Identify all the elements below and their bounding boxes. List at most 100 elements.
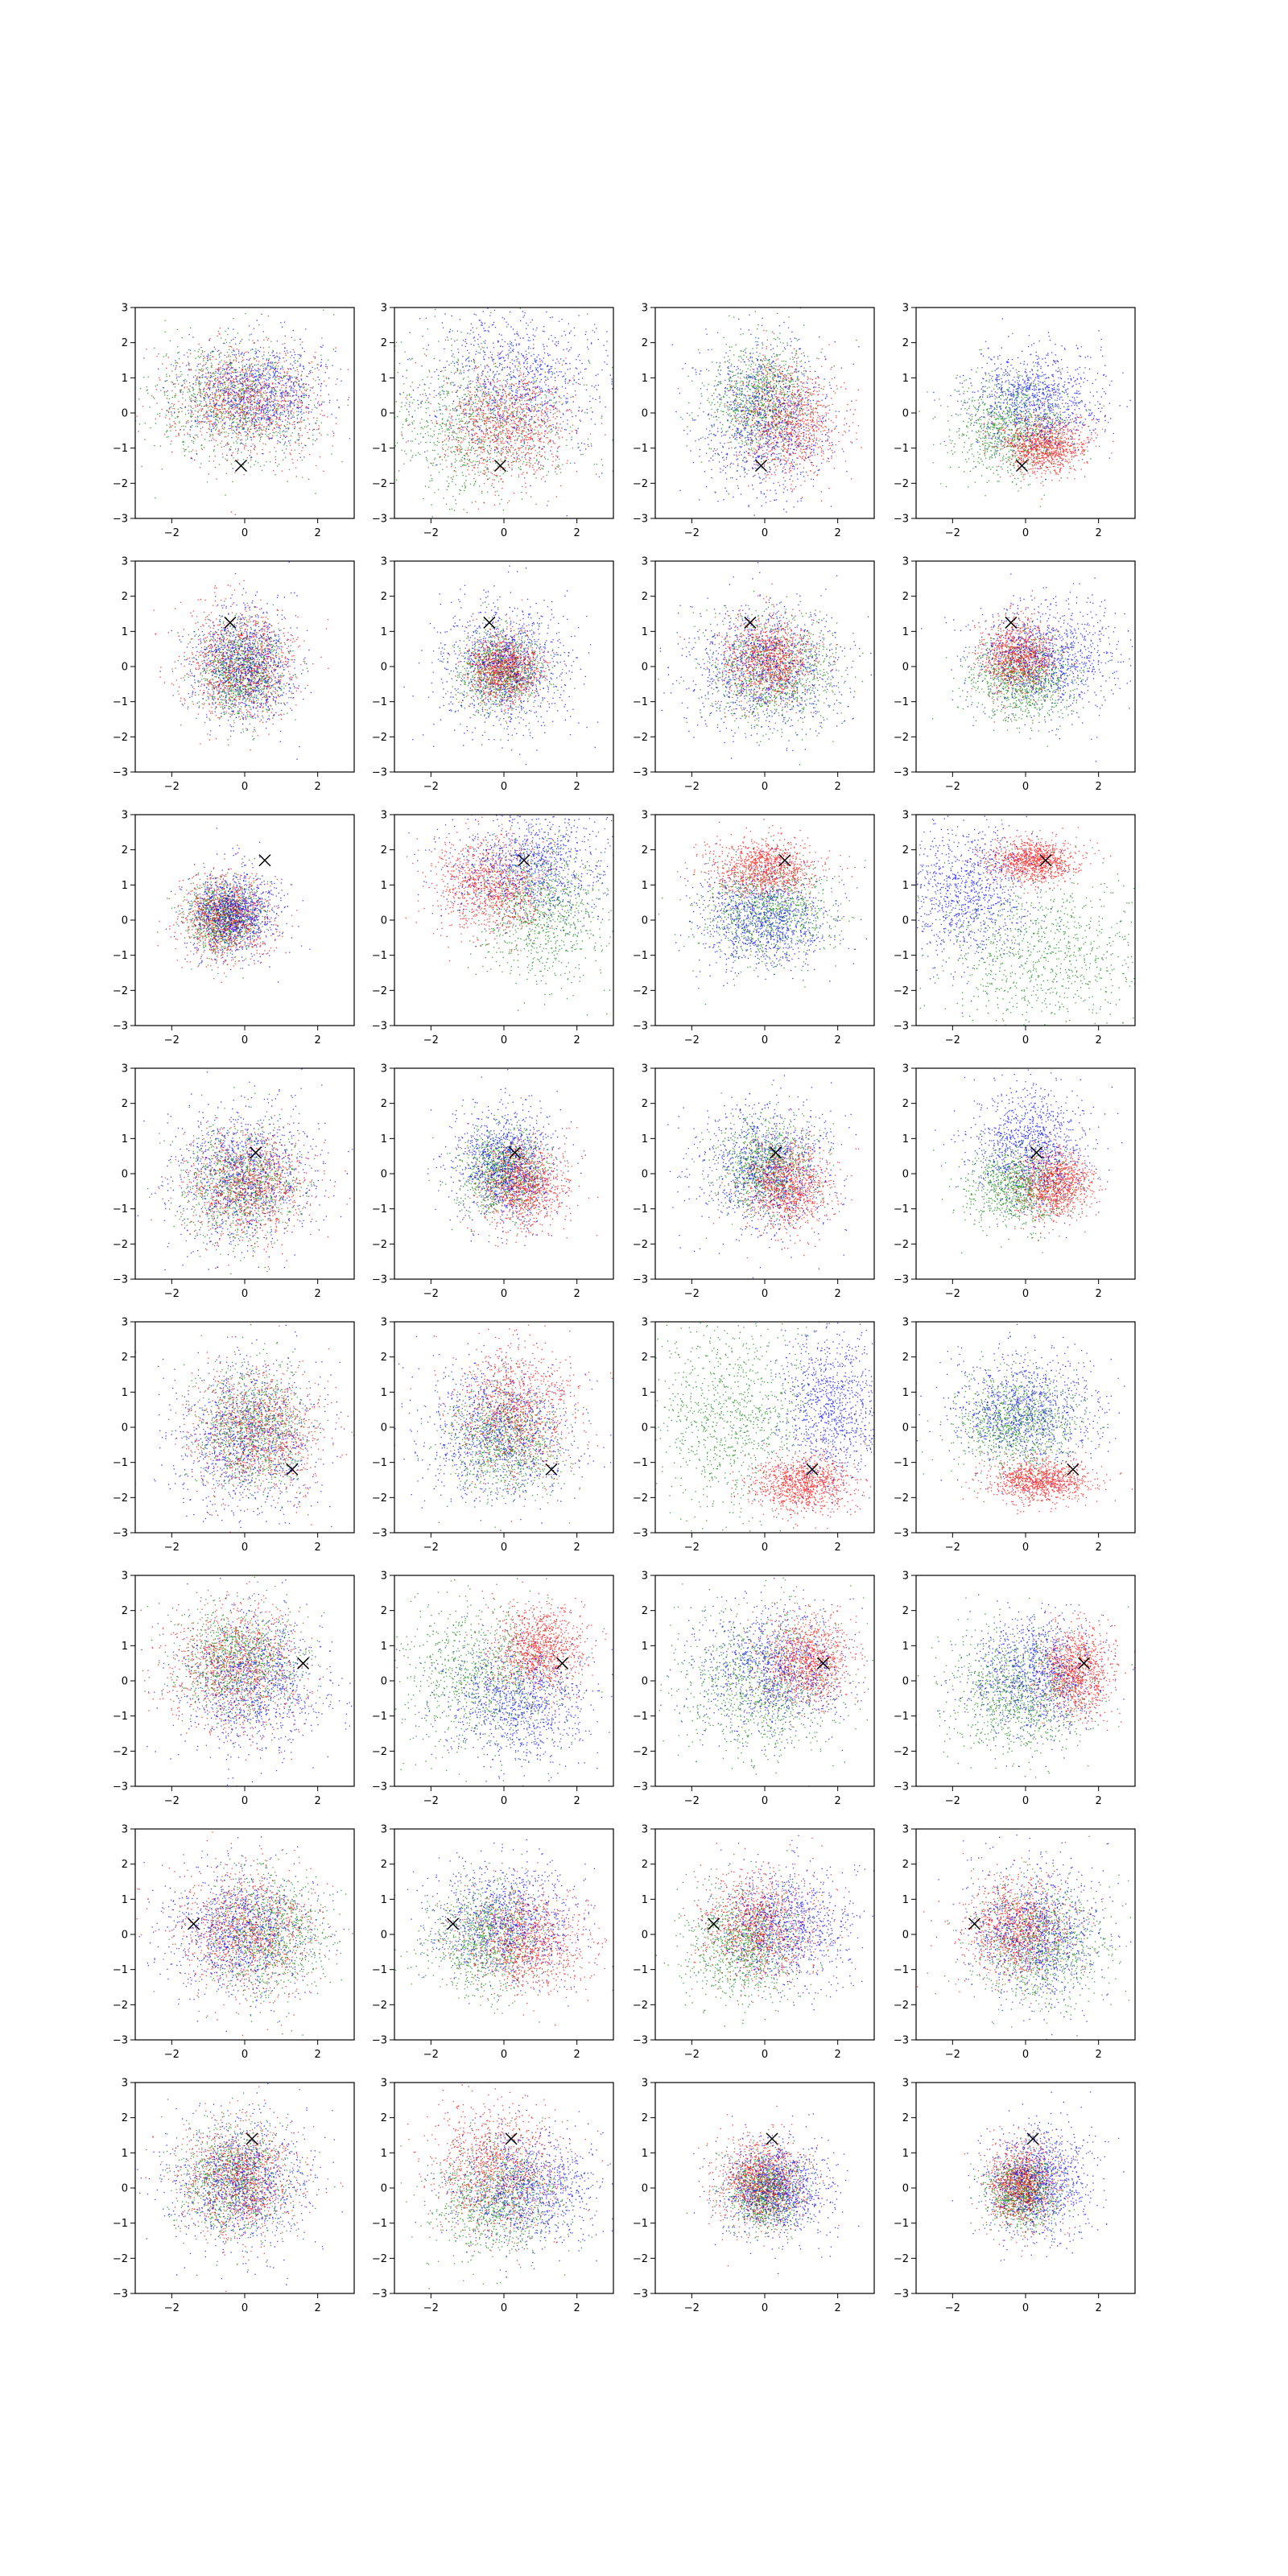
y-tick-label: 3 <box>381 1063 387 1075</box>
y-tick-label: −1 <box>633 2218 648 2230</box>
x-tick-label: 2 <box>1096 1542 1102 1554</box>
x-tick-label: 0 <box>762 1542 768 1554</box>
y-tick-label: −1 <box>894 1711 909 1723</box>
x-tick-label: 0 <box>762 1288 768 1300</box>
y-tick-label: 1 <box>122 1133 128 1146</box>
x-tick-label: 0 <box>1022 1795 1029 1807</box>
y-tick-label: −1 <box>113 2218 128 2230</box>
y-tick-label: 0 <box>122 1169 128 1181</box>
y-tick-label: −1 <box>113 950 128 962</box>
y-tick-label: 3 <box>642 1317 648 1329</box>
y-tick-label: 0 <box>902 915 909 927</box>
y-tick-label: −3 <box>633 2289 648 2301</box>
y-tick-label: 3 <box>902 303 909 315</box>
y-tick-label: −3 <box>113 514 128 526</box>
y-tick-label: 2 <box>902 591 909 603</box>
x-tick-label: 0 <box>242 2302 248 2314</box>
y-tick-label: −1 <box>633 1964 648 1976</box>
y-tick-label: 0 <box>902 1930 909 1942</box>
y-tick-label: −3 <box>633 514 648 526</box>
y-tick-label: 1 <box>902 626 909 638</box>
x-tick-label: 0 <box>1022 1034 1029 1046</box>
y-tick-label: 2 <box>381 337 387 349</box>
x-tick-label: 2 <box>574 527 580 539</box>
y-tick-label: 0 <box>122 915 128 927</box>
y-tick-label: 2 <box>642 337 648 349</box>
y-tick-label: 1 <box>642 1387 648 1399</box>
y-tick-label: 1 <box>902 880 909 892</box>
x-tick-label: −2 <box>164 1034 180 1046</box>
y-tick-label: 2 <box>902 1352 909 1364</box>
y-tick-label: −1 <box>633 443 648 455</box>
y-tick-label: −2 <box>372 985 387 997</box>
y-tick-label: 0 <box>902 1422 909 1435</box>
y-tick-label: −2 <box>633 985 648 997</box>
y-tick-label: 1 <box>642 880 648 892</box>
y-tick-label: 3 <box>642 1571 648 1583</box>
x-tick-label: 0 <box>762 2049 768 2061</box>
x-tick-label: 2 <box>315 2302 321 2314</box>
y-tick-label: 1 <box>122 626 128 638</box>
x-tick-label: 0 <box>762 781 768 793</box>
x-tick-label: 0 <box>1022 527 1029 539</box>
y-tick-label: −1 <box>113 1711 128 1723</box>
x-tick-label: −2 <box>684 2049 700 2061</box>
y-tick-label: 3 <box>381 303 387 315</box>
x-tick-label: −2 <box>164 1542 180 1554</box>
y-tick-label: −2 <box>894 1239 909 1251</box>
y-tick-label: 0 <box>381 1169 387 1181</box>
y-tick-label: 0 <box>381 662 387 674</box>
x-tick-label: 0 <box>1022 1542 1029 1554</box>
x-tick-label: 2 <box>835 1795 841 1807</box>
y-tick-label: 1 <box>381 626 387 638</box>
y-tick-label: 2 <box>642 844 648 857</box>
x-tick-label: 2 <box>1096 527 1102 539</box>
y-tick-label: 0 <box>381 1676 387 1688</box>
y-tick-label: −2 <box>633 1492 648 1505</box>
x-tick-label: 0 <box>242 2049 248 2061</box>
x-tick-label: 2 <box>315 1795 321 1807</box>
y-tick-label: −1 <box>372 2218 387 2230</box>
y-tick-label: 1 <box>122 373 128 385</box>
y-tick-label: −1 <box>633 1203 648 1216</box>
x-tick-label: 2 <box>835 2302 841 2314</box>
y-tick-label: −1 <box>633 696 648 708</box>
x-tick-label: −2 <box>423 2302 439 2314</box>
x-tick-label: 2 <box>835 781 841 793</box>
y-tick-label: 0 <box>122 1422 128 1435</box>
y-tick-label: 1 <box>381 1387 387 1399</box>
y-tick-label: −1 <box>113 443 128 455</box>
x-tick-label: −2 <box>945 527 960 539</box>
x-tick-label: 2 <box>315 527 321 539</box>
y-tick-label: −2 <box>894 1492 909 1505</box>
x-tick-label: −2 <box>684 781 700 793</box>
y-tick-label: −1 <box>633 1457 648 1469</box>
x-tick-label: 2 <box>1096 2049 1102 2061</box>
y-tick-label: −3 <box>894 514 909 526</box>
y-tick-label: 3 <box>642 303 648 315</box>
x-tick-label: 2 <box>315 781 321 793</box>
y-tick-label: −1 <box>113 1203 128 1216</box>
y-tick-label: 3 <box>642 2078 648 2090</box>
x-tick-label: 0 <box>762 2302 768 2314</box>
y-tick-label: −3 <box>372 2289 387 2301</box>
y-tick-label: −2 <box>894 1746 909 1758</box>
y-tick-label: 3 <box>902 1571 909 1583</box>
y-tick-label: 0 <box>902 408 909 420</box>
x-tick-label: 0 <box>762 1795 768 1807</box>
x-tick-label: 2 <box>315 1542 321 1554</box>
x-tick-label: 0 <box>242 1795 248 1807</box>
y-tick-label: −3 <box>113 2289 128 2301</box>
y-tick-label: 1 <box>122 1894 128 1906</box>
x-tick-label: 0 <box>1022 2302 1029 2314</box>
x-tick-label: 2 <box>1096 2302 1102 2314</box>
y-tick-label: −2 <box>894 732 909 744</box>
y-tick-label: −1 <box>372 1203 387 1216</box>
x-tick-label: −2 <box>684 2302 700 2314</box>
y-tick-label: −3 <box>372 1021 387 1033</box>
y-tick-label: −1 <box>372 696 387 708</box>
x-tick-label: −2 <box>945 1542 960 1554</box>
y-tick-label: 1 <box>902 1387 909 1399</box>
x-tick-label: −2 <box>684 1034 700 1046</box>
